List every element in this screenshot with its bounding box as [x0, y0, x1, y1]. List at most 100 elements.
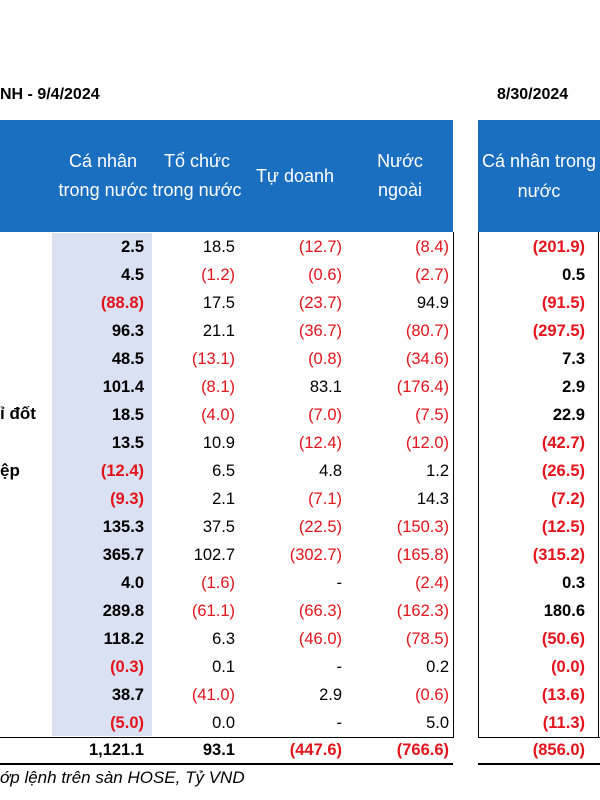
table-cell: 135.3 [102, 518, 144, 536]
table-row: 13.5 10.9 (12.4) (12.0) (42.7) [0, 429, 600, 457]
table-cell: (12.7) [298, 238, 342, 256]
footnote: ớp lệnh trên sàn HOSE, Tỷ VND [0, 768, 245, 787]
table-cell: 365.7 [102, 546, 144, 564]
table-cell: (0.8) [308, 350, 342, 368]
table-row: (5.0) 0.0 - 5.0 (11.3) [0, 709, 600, 737]
table-cell: (7.0) [308, 406, 342, 424]
table-cell: (41.0) [191, 686, 235, 704]
table-row: 48.5 (13.1) (0.8) (34.6) 7.3 [0, 345, 600, 373]
table-cell: (7.1) [308, 490, 342, 508]
table-cell: (165.8) [396, 546, 449, 564]
header-proprietary: Tự doanh [255, 165, 335, 186]
table-cell: 4.5 [121, 266, 144, 284]
table-cell: 83.1 [309, 378, 342, 396]
table-row: 365.7 102.7 (302.7) (165.8) (315.2) [0, 541, 600, 569]
previous-date-column-frame [478, 232, 599, 738]
table-cell: 37.5 [202, 518, 235, 536]
table-cell: 38.7 [111, 686, 144, 704]
table-cell: 0.1 [212, 658, 235, 676]
total-cell: 93.1 [202, 741, 235, 759]
header-institution-domestic: Tổ chức trong nước [152, 151, 242, 200]
total-cell: 1,121.1 [88, 741, 144, 759]
table-cell: 2.5 [121, 238, 144, 256]
table-cell: 13.5 [111, 434, 144, 452]
table-cell: 0.3 [562, 574, 585, 592]
table-cell: (0.3) [110, 658, 144, 676]
table-cell: (12.0) [405, 434, 449, 452]
table-row: (0.3) 0.1 - 0.2 (0.0) [0, 653, 600, 681]
table-cell: (12.4) [298, 434, 342, 452]
table-cell: (0.6) [415, 686, 449, 704]
total-bottom-rule [478, 763, 600, 765]
table-cell: (8.1) [201, 378, 235, 396]
table-row: 2.5 18.5 (12.7) (8.4) (201.9) [0, 233, 600, 261]
total-cell: (766.6) [396, 741, 449, 759]
table-cell: 48.5 [111, 350, 144, 368]
table-cell: (7.2) [551, 490, 585, 508]
table-cell: - [336, 658, 343, 676]
table-cell: (302.7) [289, 546, 342, 564]
table-cell: (12.4) [100, 462, 144, 480]
table-cell: (80.7) [405, 322, 449, 340]
table-cell: 5.0 [426, 714, 449, 732]
table-cell: (50.6) [541, 630, 585, 648]
table-cell: (2.7) [415, 266, 449, 284]
table-cell: 7.3 [562, 350, 585, 368]
table-cell: - [336, 574, 343, 592]
header-individual-domestic: Cá nhân trong nước [58, 151, 148, 200]
total-row: 1,121.1 93.1 (447.6) (766.6) (856.0) [0, 738, 600, 763]
total-top-rule [0, 737, 453, 738]
table-cell: 6.5 [212, 462, 235, 480]
table-row: 96.3 21.1 (36.7) (80.7) (297.5) [0, 317, 600, 345]
table-cell: (4.0) [201, 406, 235, 424]
header-band-left [0, 120, 453, 232]
table-cell: 2.9 [319, 686, 342, 704]
table-cell: (5.0) [110, 714, 144, 732]
table-cell: (91.5) [541, 294, 585, 312]
total-top-rule [478, 737, 600, 738]
table-cell: (78.5) [405, 630, 449, 648]
table-cell: 102.7 [193, 546, 235, 564]
table-cell: (315.2) [532, 546, 585, 564]
table-cell: - [336, 714, 343, 732]
table-row: 289.8 (61.1) (66.3) (162.3) 180.6 [0, 597, 600, 625]
table-cell: 6.3 [212, 630, 235, 648]
total-bottom-rule [0, 763, 453, 765]
table-cell: (46.0) [298, 630, 342, 648]
table-cell: (8.4) [415, 238, 449, 256]
table-cell: (88.8) [100, 294, 144, 312]
table-row: 4.0 (1.6) - (2.4) 0.3 [0, 569, 600, 597]
table-cell: (2.4) [415, 574, 449, 592]
table-cell: (26.5) [541, 462, 585, 480]
table-row: 18.5 (4.0) (7.0) (7.5) 22.9 [0, 401, 600, 429]
table-row: 118.2 6.3 (46.0) (78.5) (50.6) [0, 625, 600, 653]
header-individual-domestic-prev: Cá nhân trong nước [481, 151, 597, 201]
table-cell: 289.8 [102, 602, 144, 620]
table-cell: 2.9 [562, 378, 585, 396]
header-foreign: Nước ngoài [377, 151, 423, 200]
table-row: (12.4) 6.5 4.8 1.2 (26.5) [0, 457, 600, 485]
table-cell: 4.8 [319, 462, 342, 480]
table-cell: 118.2 [103, 630, 144, 648]
table-cell: (176.4) [396, 378, 449, 396]
table-cell: (0.0) [551, 658, 585, 676]
table-cell: (201.9) [532, 238, 585, 256]
table-cell: (1.6) [201, 574, 235, 592]
table-cell: (13.1) [191, 350, 235, 368]
table-cell: 4.0 [121, 574, 144, 592]
table-cell: (150.3) [396, 518, 449, 536]
table-cell: (34.6) [405, 350, 449, 368]
report-title: NH - 9/4/2024 [0, 86, 100, 103]
table-cell: (297.5) [532, 322, 585, 340]
table-cell: 22.9 [552, 406, 585, 424]
table-cell: 14.3 [416, 490, 449, 508]
table-cell: 21.1 [202, 322, 235, 340]
table-cell: (11.3) [542, 714, 585, 732]
table-row: (9.3) 2.1 (7.1) 14.3 (7.2) [0, 485, 600, 513]
total-cell: (447.6) [289, 741, 342, 759]
table-cell: (12.5) [541, 518, 585, 536]
table-cell: (162.3) [396, 602, 449, 620]
row-label-fragment: ệp [0, 461, 20, 480]
table-cell: (23.7) [298, 294, 342, 312]
table-row: 135.3 37.5 (22.5) (150.3) (12.5) [0, 513, 600, 541]
